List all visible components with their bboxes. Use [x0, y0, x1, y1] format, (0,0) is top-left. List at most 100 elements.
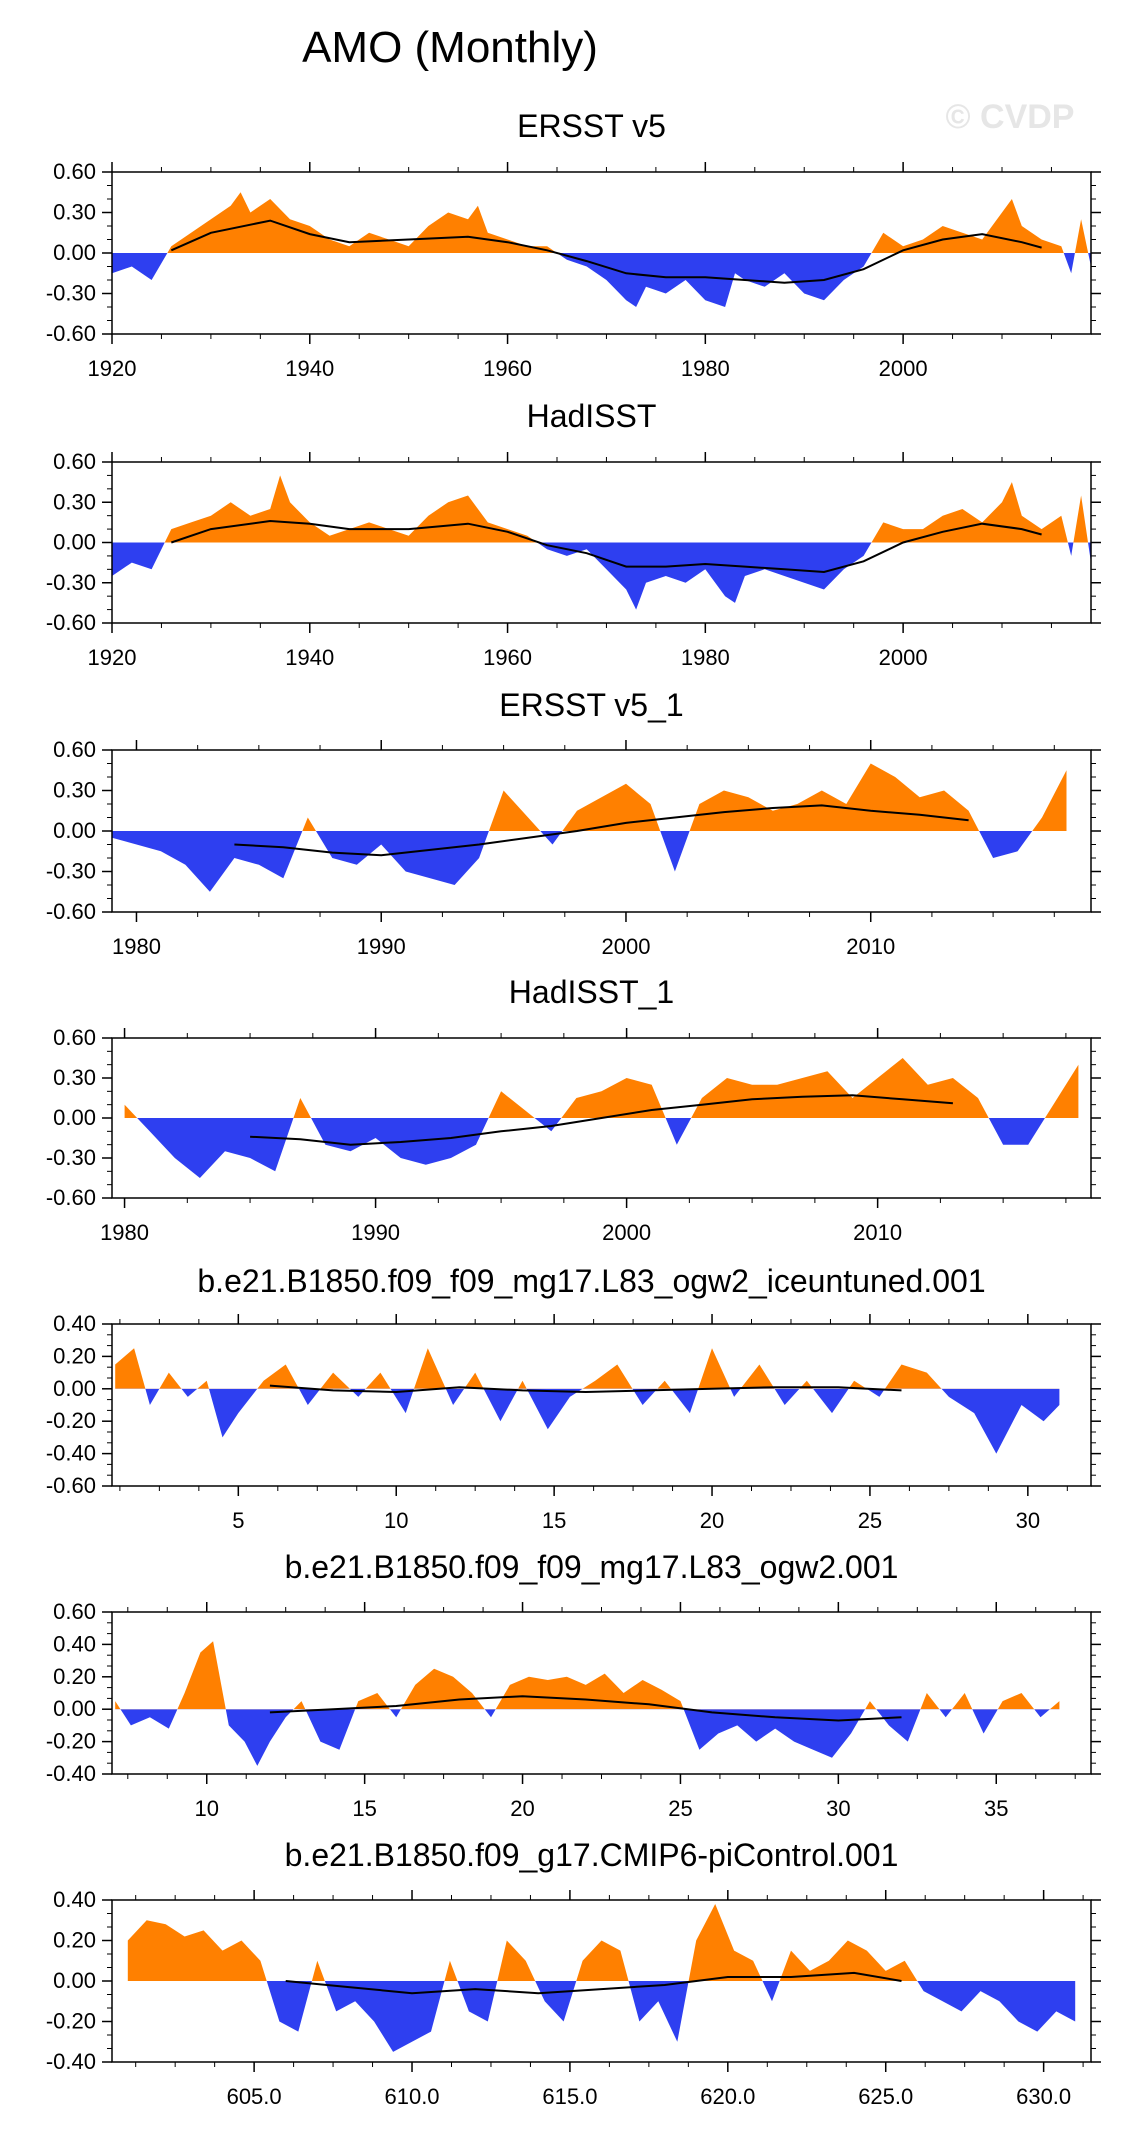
panel-title: ERSST v5 — [517, 108, 666, 144]
panel-title: HadISST_1 — [509, 974, 674, 1010]
y-tick-label: 0.60 — [53, 1599, 96, 1624]
series-area — [115, 1348, 1060, 1454]
series-area — [112, 192, 1091, 307]
series-area — [115, 1641, 1060, 1766]
negative-anomaly-area — [124, 1118, 1079, 1178]
positive-anomaly-area — [115, 1348, 1060, 1389]
y-tick-label: 0.00 — [53, 1696, 96, 1721]
y-tick-label: -0.30 — [46, 281, 96, 306]
y-tick-label: -0.30 — [46, 570, 96, 595]
x-tick-label: 20 — [700, 1508, 724, 1533]
x-tick-label: 1960 — [483, 356, 532, 381]
x-tick-label: 1940 — [285, 645, 334, 670]
x-tick-label: 1980 — [100, 1220, 149, 1245]
x-tick-label: 1960 — [483, 645, 532, 670]
series-area — [112, 763, 1067, 892]
x-tick-label: 2000 — [602, 1220, 651, 1245]
x-tick-label: 10 — [384, 1508, 408, 1533]
x-tick-label: 615.0 — [542, 2084, 597, 2109]
negative-anomaly-area — [112, 831, 1067, 892]
smoothed-line — [170, 519, 1042, 574]
chart-panel-3: ERSST v5_1 -0.60 -0.30 0.00 0.30 0.60 1980 1990… — [46, 687, 1101, 959]
y-tick-label: 0.00 — [53, 240, 96, 265]
y-tick-label: -0.20 — [46, 2009, 96, 2034]
y-tick-label: -0.20 — [46, 1729, 96, 1754]
positive-anomaly-area — [127, 1904, 1076, 1981]
chart-panel-4: HadISST_1 -0.60 -0.30 0.00 0.30 0.60 1980 1990 2… — [46, 974, 1101, 1245]
y-tick-label: -0.60 — [46, 899, 96, 924]
y-tick-label: 0.60 — [53, 159, 96, 184]
y-tick-label: 0.60 — [53, 1025, 96, 1050]
chart-panel-6: b.e21.B1850.f09_f09_mg17.L83_ogw2.001 -0.… — [46, 1549, 1101, 1821]
smoothed-line — [234, 804, 969, 857]
y-tick-label: 0.40 — [53, 1887, 96, 1912]
y-tick-label: -0.60 — [46, 1473, 96, 1498]
positive-anomaly-area — [112, 763, 1067, 831]
panel-title: ERSST v5_1 — [499, 687, 683, 723]
y-tick-label: 0.20 — [53, 1343, 96, 1368]
y-tick-label: -0.40 — [46, 1761, 96, 1786]
x-tick-label: 15 — [542, 1508, 566, 1533]
series-area — [127, 1904, 1076, 2052]
negative-anomaly-area — [115, 1709, 1060, 1766]
y-tick-label: 0.20 — [53, 1664, 96, 1689]
x-tick-label: 2000 — [879, 356, 928, 381]
x-tick-label: 1920 — [88, 645, 137, 670]
negative-anomaly-area — [112, 542, 1091, 610]
x-tick-label: 2000 — [601, 934, 650, 959]
y-tick-label: 0.00 — [53, 530, 96, 555]
y-tick-label: -0.60 — [46, 321, 96, 346]
y-tick-label: -0.40 — [46, 1441, 96, 1466]
panel-title: b.e21.B1850.f09_f09_mg17.L83_ogw2.001 — [285, 1549, 899, 1585]
x-tick-label: 25 — [668, 1796, 692, 1821]
smoothed-line — [250, 1094, 953, 1146]
y-tick-label: 0.60 — [53, 737, 96, 762]
x-tick-label: 1980 — [681, 645, 730, 670]
x-tick-label: 5 — [232, 1508, 244, 1533]
smoothed-line — [269, 1384, 902, 1394]
y-tick-label: -0.30 — [46, 859, 96, 884]
panel-title: HadISST — [527, 398, 657, 434]
series-area — [124, 1058, 1079, 1178]
x-tick-label: 1920 — [88, 356, 137, 381]
positive-anomaly-area — [112, 475, 1091, 543]
x-tick-label: 35 — [984, 1796, 1008, 1821]
x-tick-label: 610.0 — [384, 2084, 439, 2109]
smoothed-line — [285, 1971, 902, 1995]
positive-anomaly-area — [115, 1641, 1060, 1710]
y-tick-label: 0.30 — [53, 1065, 96, 1090]
chart-panel-1: ERSST v5 -0.60 -0.30 0.00 0.30 0.60 1920 1940 19… — [46, 108, 1101, 381]
x-tick-label: 15 — [352, 1796, 376, 1821]
x-tick-label: 10 — [194, 1796, 218, 1821]
y-tick-label: 0.00 — [53, 1105, 96, 1130]
x-tick-label: 625.0 — [858, 2084, 913, 2109]
y-tick-label: -0.30 — [46, 1145, 96, 1170]
negative-anomaly-area — [127, 1981, 1076, 2052]
x-tick-label: 1990 — [357, 934, 406, 959]
x-tick-label: 2010 — [846, 934, 895, 959]
series-area — [112, 475, 1091, 610]
x-tick-label: 1980 — [681, 356, 730, 381]
smoothed-line — [170, 219, 1042, 284]
y-tick-label: -0.60 — [46, 610, 96, 635]
panel-title: b.e21.B1850.f09_f09_mg17.L83_ogw2_iceunt… — [197, 1263, 985, 1299]
y-tick-label: 0.00 — [53, 818, 96, 843]
x-tick-label: 30 — [1016, 1508, 1040, 1533]
negative-anomaly-area — [112, 253, 1091, 307]
x-tick-label: 2010 — [853, 1220, 902, 1245]
watermark: © CVDP — [946, 98, 1075, 136]
figure-title: AMO (Monthly) — [302, 23, 598, 72]
y-tick-label: 0.00 — [53, 1968, 96, 1993]
y-tick-label: 0.30 — [53, 489, 96, 514]
y-tick-label: 0.60 — [53, 449, 96, 474]
positive-anomaly-area — [112, 192, 1091, 253]
y-tick-label: 0.40 — [53, 1311, 96, 1336]
x-tick-label: 20 — [510, 1796, 534, 1821]
x-tick-label: 30 — [826, 1796, 850, 1821]
x-tick-label: 1940 — [285, 356, 334, 381]
x-tick-label: 605.0 — [227, 2084, 282, 2109]
y-tick-label: 0.30 — [53, 778, 96, 803]
x-tick-label: 1990 — [351, 1220, 400, 1245]
chart-panel-2: HadISST -0.60 -0.30 0.00 0.30 0.60 1920 1940 196… — [46, 398, 1101, 670]
